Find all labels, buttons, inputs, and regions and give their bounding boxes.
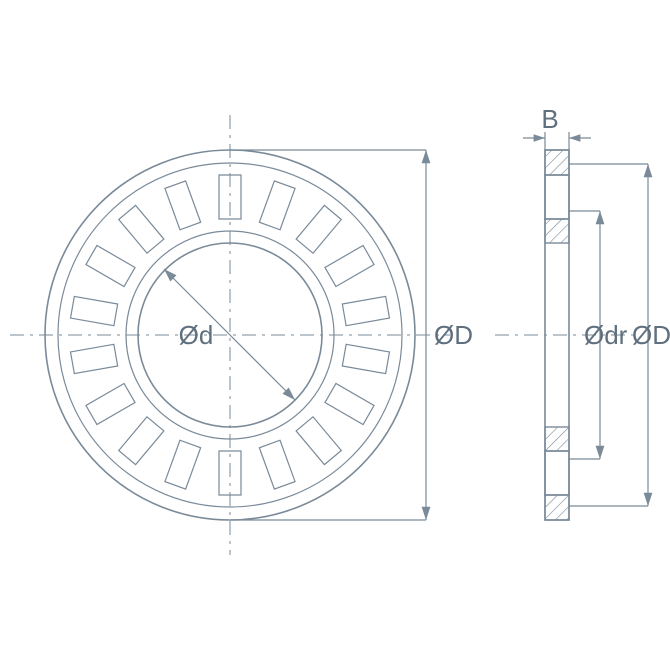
svg-text:B: B [541, 104, 558, 134]
svg-text:ØDr: ØDr [632, 320, 670, 350]
svg-text:Ød: Ød [179, 320, 214, 350]
svg-text:Ødr: Ødr [584, 320, 628, 350]
bearing-technical-drawing: Ød ØD B ØdrØDr [0, 0, 670, 670]
svg-text:ØD: ØD [434, 320, 473, 350]
dimensions: Ød ØD B ØdrØDr [164, 104, 670, 520]
